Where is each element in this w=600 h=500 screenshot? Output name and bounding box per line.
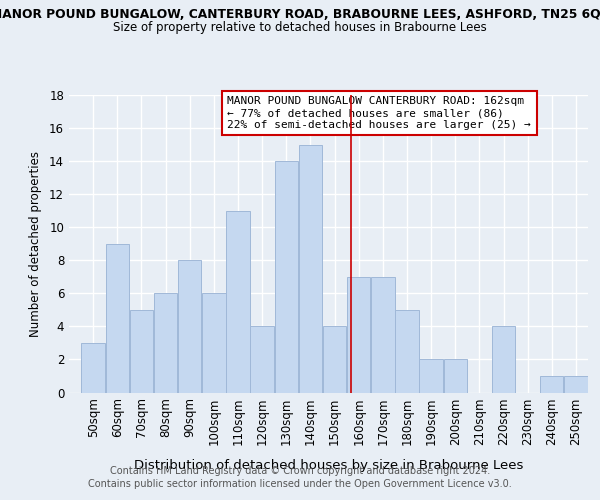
Bar bbox=[130, 310, 153, 392]
Bar bbox=[323, 326, 346, 392]
Bar bbox=[299, 144, 322, 392]
Bar bbox=[275, 161, 298, 392]
Bar bbox=[443, 360, 467, 392]
Bar bbox=[564, 376, 587, 392]
Bar bbox=[492, 326, 515, 392]
Text: Contains public sector information licensed under the Open Government Licence v3: Contains public sector information licen… bbox=[88, 479, 512, 489]
Bar bbox=[154, 294, 177, 392]
X-axis label: Distribution of detached houses by size in Brabourne Lees: Distribution of detached houses by size … bbox=[134, 459, 523, 472]
Bar bbox=[178, 260, 202, 392]
Bar bbox=[202, 294, 226, 392]
Bar bbox=[371, 277, 395, 392]
Bar bbox=[540, 376, 563, 392]
Y-axis label: Number of detached properties: Number of detached properties bbox=[29, 151, 42, 337]
Bar bbox=[347, 277, 370, 392]
Text: MANOR POUND BUNGALOW CANTERBURY ROAD: 162sqm
← 77% of detached houses are smalle: MANOR POUND BUNGALOW CANTERBURY ROAD: 16… bbox=[227, 96, 531, 130]
Text: MANOR POUND BUNGALOW, CANTERBURY ROAD, BRABOURNE LEES, ASHFORD, TN25 6QR: MANOR POUND BUNGALOW, CANTERBURY ROAD, B… bbox=[0, 8, 600, 20]
Bar bbox=[106, 244, 129, 392]
Bar bbox=[82, 343, 105, 392]
Text: Contains HM Land Registry data © Crown copyright and database right 2024.: Contains HM Land Registry data © Crown c… bbox=[110, 466, 490, 476]
Bar bbox=[226, 210, 250, 392]
Bar bbox=[419, 360, 443, 392]
Bar bbox=[250, 326, 274, 392]
Text: Size of property relative to detached houses in Brabourne Lees: Size of property relative to detached ho… bbox=[113, 22, 487, 35]
Bar bbox=[395, 310, 419, 392]
